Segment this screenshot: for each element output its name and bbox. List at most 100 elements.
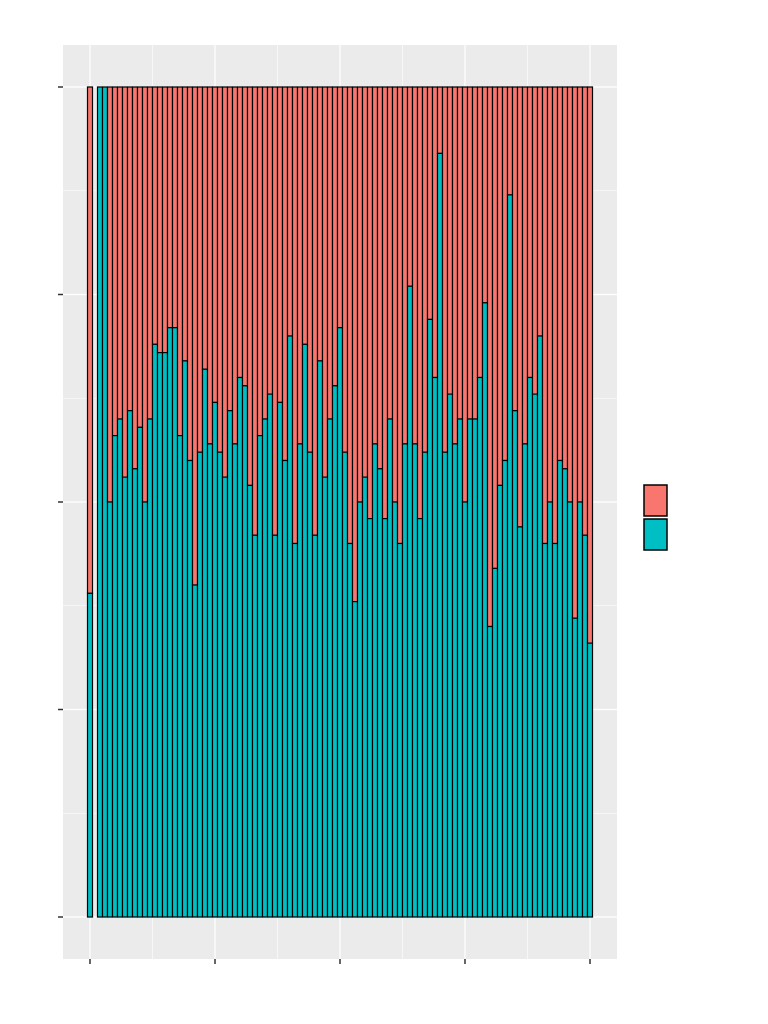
bar-segment-top	[146, 86, 154, 420]
bar-segment-top	[546, 86, 554, 503]
bar-segment-top	[121, 86, 129, 478]
bar-segment-bottom	[491, 567, 499, 918]
bar-segment-top	[196, 86, 204, 453]
bar-segment-bottom	[521, 443, 529, 918]
bar-segment-top	[566, 86, 574, 503]
bar-segment-bottom	[156, 352, 164, 918]
bar-segment-top	[381, 86, 389, 520]
bar-segment-top	[281, 86, 289, 462]
bar-segment-bottom	[321, 476, 329, 918]
bar-segment-bottom	[101, 86, 109, 918]
bar-segment-bottom	[256, 435, 264, 918]
bar-segment-top	[226, 86, 234, 412]
bar-segment-bottom	[311, 534, 319, 918]
bar-segment-top	[551, 86, 559, 545]
bar-segment-top	[516, 86, 524, 528]
bar-segment-bottom	[546, 501, 554, 918]
bar-segment-bottom	[141, 501, 149, 918]
bar-segment-top	[436, 86, 444, 155]
bar-segment-top	[466, 86, 474, 420]
bar-segment-top	[526, 86, 534, 379]
bar-segment-bottom	[341, 451, 349, 918]
bar-segment-bottom	[441, 451, 449, 918]
bar-segment-bottom	[531, 393, 539, 918]
bar-segment-bottom	[391, 501, 399, 918]
bar-segment-bottom	[316, 360, 324, 918]
bar-segment-top	[126, 86, 134, 412]
bar-segment-bottom	[386, 418, 394, 918]
bar-segment-bottom	[296, 443, 304, 918]
bar-segment-top	[486, 86, 494, 628]
bar-segment-bottom	[511, 410, 519, 918]
bar-segment-top	[331, 86, 339, 387]
bar-segment-top	[341, 86, 349, 453]
bar-segment-bottom	[461, 501, 469, 918]
bar-segment-bottom	[401, 443, 409, 918]
bar-segment-bottom	[191, 584, 199, 918]
bar-segment-bottom	[446, 393, 454, 918]
bar-segment-bottom	[126, 410, 134, 918]
bar-segment-top	[376, 86, 384, 470]
bar-segment-bottom	[261, 418, 269, 918]
bar-segment-top	[396, 86, 404, 545]
bar-segment-top	[371, 86, 379, 445]
bar-segment-top	[586, 86, 594, 644]
bar-segment-top	[201, 86, 209, 370]
bar-segment-top	[286, 86, 294, 337]
bar-segment-bottom	[181, 360, 189, 918]
bar-segment-top	[86, 86, 94, 594]
bar-segment-top	[456, 86, 464, 420]
bar-segment-bottom	[541, 542, 549, 918]
bar-segment-top	[216, 86, 224, 453]
bar-segment-top	[426, 86, 434, 320]
bar-segment-top	[431, 86, 439, 379]
bar-segment-top	[261, 86, 269, 420]
bar-segment-bottom	[216, 451, 224, 918]
bar-segment-top	[421, 86, 429, 453]
bar-segment-top	[461, 86, 469, 503]
bar-segment-top	[406, 86, 414, 287]
bar-segment-bottom	[586, 642, 594, 918]
bar-segment-top	[356, 86, 364, 503]
bar-segment-bottom	[266, 393, 274, 918]
bar-segment-top	[141, 86, 149, 503]
bar-segment-top	[391, 86, 399, 503]
bar-segment-bottom	[356, 501, 364, 918]
bar-segment-top	[231, 86, 239, 445]
bar-segment-top	[556, 86, 564, 462]
bar-segment-top	[481, 86, 489, 304]
bar-segment-bottom	[551, 542, 559, 918]
bar-segment-top	[276, 86, 284, 403]
bar-segment-bottom	[201, 368, 209, 918]
bar-segment-top	[106, 86, 114, 503]
bar-segment-bottom	[581, 534, 589, 918]
legend	[643, 484, 668, 551]
axis-ticks	[58, 86, 591, 964]
bar-segment-top	[236, 86, 244, 379]
bar-segment-bottom	[436, 152, 444, 918]
bar-segment-bottom	[286, 335, 294, 918]
bar-segment-top	[346, 86, 354, 545]
bar-segment-bottom	[236, 376, 244, 918]
bar-segment-bottom	[86, 592, 94, 918]
bar-segment-top	[576, 86, 584, 503]
bar-segment-top	[511, 86, 519, 412]
bars	[86, 86, 594, 918]
bar-segment-bottom	[336, 327, 344, 918]
bar-segment-bottom	[306, 451, 314, 918]
bar-segment-top	[571, 86, 579, 619]
bar-segment-top	[521, 86, 529, 445]
bar-segment-bottom	[186, 459, 194, 918]
bar-segment-bottom	[251, 534, 259, 918]
bar-segment-bottom	[121, 476, 129, 918]
bar-segment-top	[491, 86, 499, 569]
bar-segment-top	[241, 86, 249, 387]
bar-segment-top	[151, 86, 159, 345]
bar-segment-bottom	[351, 600, 359, 918]
bar-segment-bottom	[136, 426, 144, 918]
bar-segment-bottom	[231, 443, 239, 918]
bar-segment-bottom	[371, 443, 379, 918]
bar-segment-top	[161, 86, 169, 354]
bar-segment-bottom	[271, 534, 279, 918]
